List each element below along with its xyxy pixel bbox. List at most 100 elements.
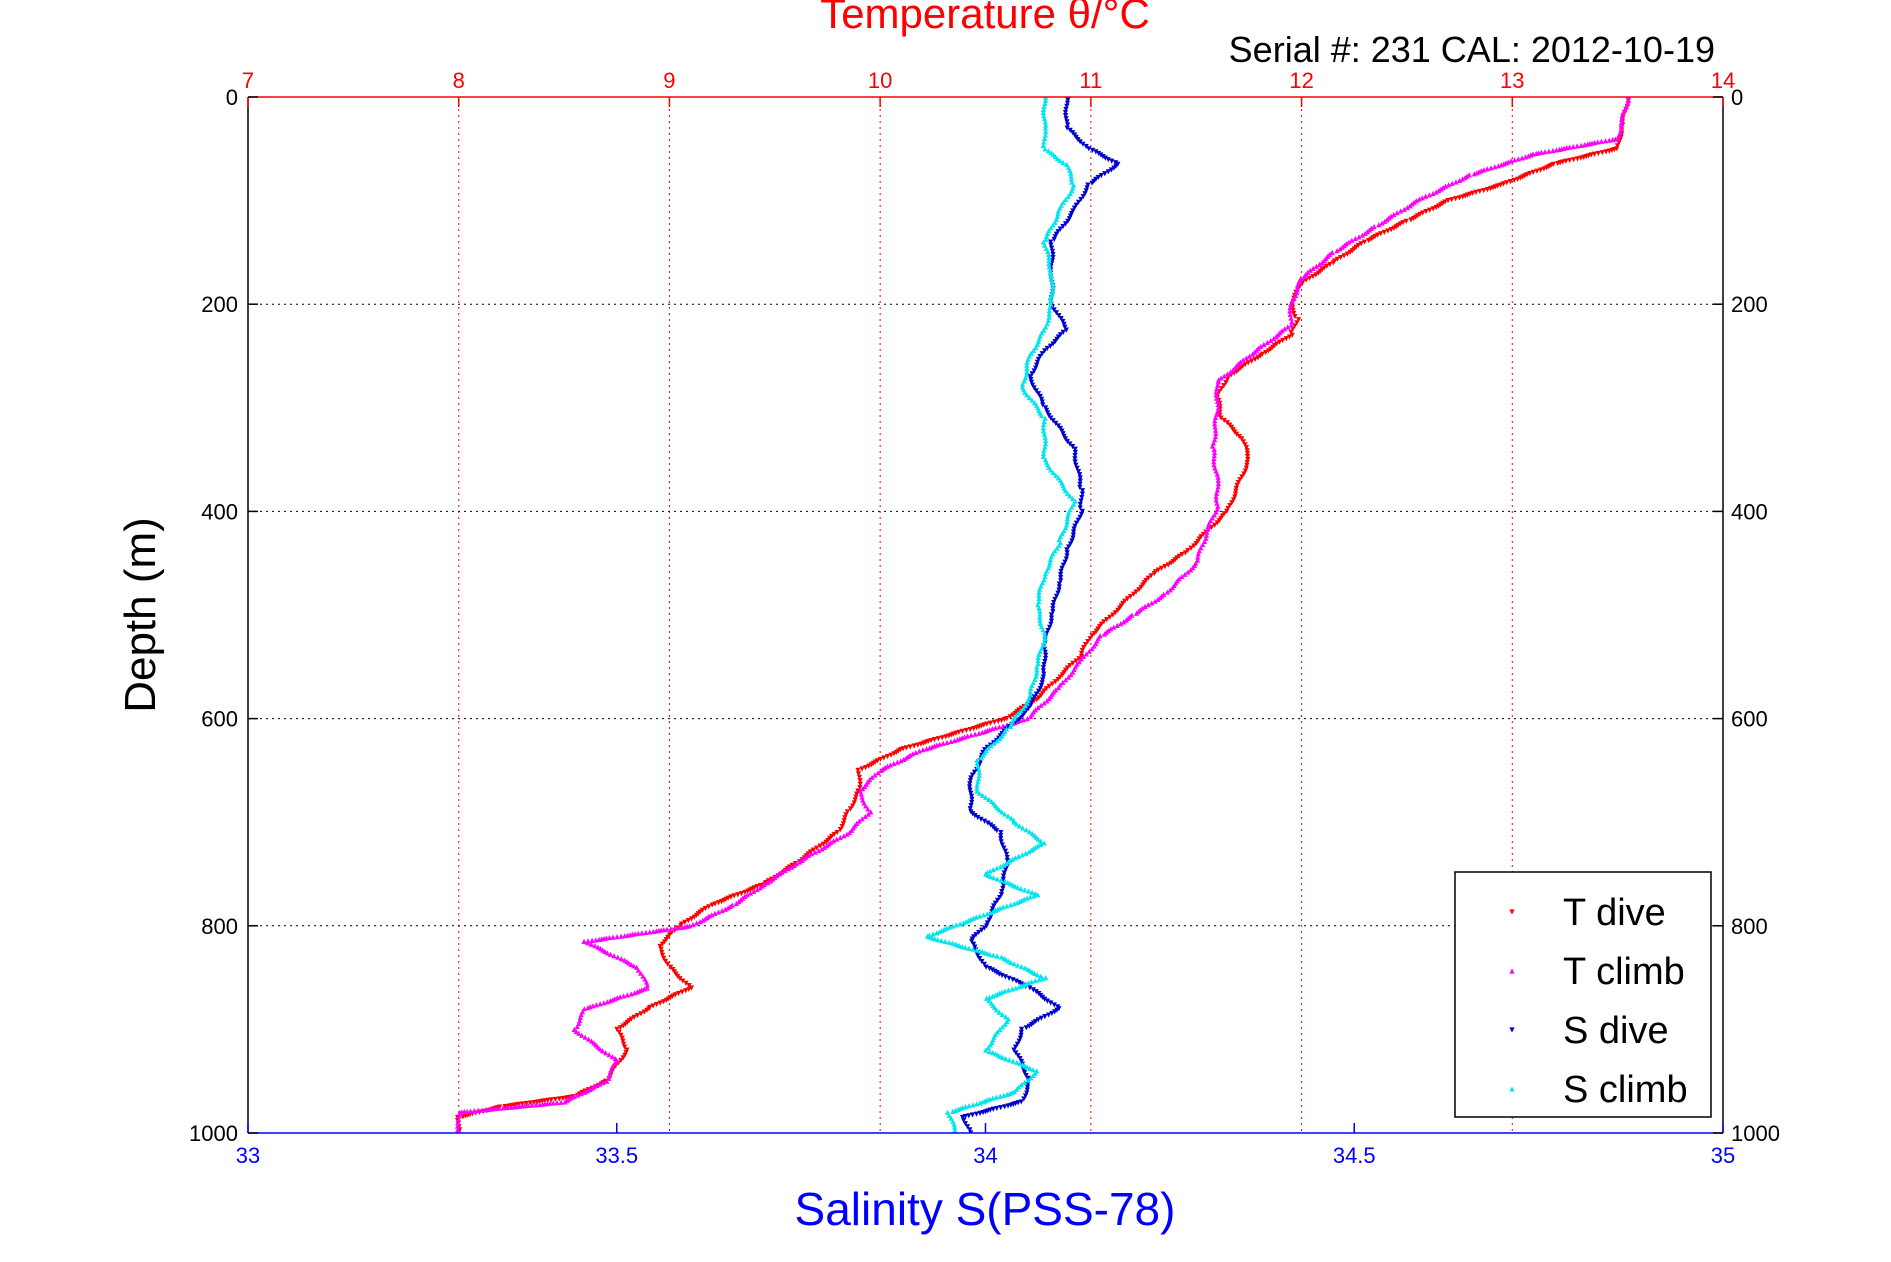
data-point: [1241, 471, 1247, 477]
data-point: [1046, 314, 1052, 320]
data-point: [820, 841, 826, 847]
data-point: [999, 842, 1005, 848]
data-point: [870, 760, 876, 767]
data-point: [1062, 109, 1069, 116]
data-point: [1077, 501, 1083, 508]
data-point: [1077, 505, 1083, 511]
data-point: [1358, 241, 1364, 247]
data-point: [969, 1112, 976, 1118]
data-point: [877, 756, 884, 762]
data-point: [1221, 417, 1227, 424]
data-point: [1055, 590, 1061, 596]
data-point: [1001, 870, 1007, 876]
data-point: [1618, 126, 1624, 132]
data-point: [1034, 697, 1040, 703]
data-point: [1017, 1035, 1024, 1041]
data-point: [502, 1104, 508, 1110]
data-point: [1212, 433, 1219, 440]
data-point: [1037, 608, 1043, 614]
data-point: [1013, 985, 1019, 991]
data-point: [1031, 368, 1037, 374]
data-point: [590, 1003, 596, 1009]
data-point: [1234, 431, 1240, 437]
data-point: [1243, 355, 1249, 361]
data-point: [993, 1094, 999, 1100]
data-point: [1019, 381, 1026, 387]
data-point: [1050, 282, 1056, 289]
data-point: [1006, 975, 1012, 981]
data-point: [1182, 571, 1188, 577]
data-point: [1111, 624, 1117, 630]
data-point: [683, 988, 689, 994]
data-point: [1603, 149, 1609, 155]
data-point: [1037, 611, 1043, 617]
data-point: [747, 890, 754, 896]
data-point: [600, 1079, 606, 1086]
data-point: [1273, 333, 1279, 340]
legend-items: T dive T climb S dive S climb: [1509, 892, 1688, 1111]
data-point: [1012, 710, 1018, 717]
data-point: [455, 1116, 462, 1122]
data-point: [973, 1111, 980, 1117]
data-point: [1000, 862, 1007, 868]
data-point: [1211, 446, 1217, 452]
data-point: [1043, 236, 1049, 242]
data-point: [699, 907, 706, 913]
data-point: [1016, 1084, 1022, 1090]
data-point: [1361, 239, 1368, 245]
data-point: [1488, 165, 1494, 171]
data-point: [1240, 357, 1246, 363]
data-point: [1420, 210, 1426, 216]
data-point: [1048, 270, 1054, 276]
data-point: [1063, 327, 1069, 333]
data-point: [1382, 218, 1388, 224]
data-point: [786, 864, 793, 870]
data-point: [1169, 585, 1176, 591]
data-point: [962, 1121, 968, 1127]
data-point: [1011, 901, 1017, 907]
data-point: [1133, 610, 1140, 616]
data-point: [1048, 467, 1054, 473]
data-point: [979, 958, 985, 965]
data-point: [1436, 187, 1442, 194]
data-point: [951, 1121, 957, 1127]
data-point: [1042, 1014, 1048, 1020]
legend-label: T dive: [1563, 892, 1666, 934]
data-point: [457, 1109, 463, 1115]
data-point: [1578, 142, 1584, 148]
data-point: [992, 725, 999, 731]
tick-label-depth-left: 200: [201, 292, 238, 317]
data-point: [1145, 602, 1151, 608]
data-point: [585, 1005, 591, 1011]
data-point: [1225, 505, 1231, 512]
data-point: [1047, 267, 1053, 273]
data-point: [1077, 139, 1083, 145]
data-point: [1033, 365, 1039, 371]
data-point: [1131, 591, 1137, 597]
data-point: [1073, 462, 1079, 468]
data-point: [1050, 222, 1056, 228]
data-point: [1030, 987, 1036, 993]
data-point: [888, 752, 894, 758]
data-point: [994, 828, 1000, 834]
data-point: [1436, 203, 1442, 209]
data-point: [1042, 444, 1048, 450]
data-point: [1359, 232, 1365, 238]
data-point: [757, 885, 763, 891]
data-point: [1249, 358, 1255, 364]
data-point: [862, 765, 869, 771]
data-point: [1015, 962, 1021, 968]
data-point: [1040, 421, 1047, 428]
data-point: [999, 1024, 1006, 1030]
data-point: [1038, 841, 1044, 847]
data-point: [1050, 603, 1056, 609]
data-point: [1397, 221, 1403, 227]
data-point: [668, 926, 674, 932]
data-point: [1033, 989, 1039, 995]
data-point: [1077, 472, 1083, 478]
data-point: [622, 1044, 628, 1050]
data-point: [765, 880, 771, 886]
data-point: [1118, 621, 1124, 627]
data-point: [860, 786, 866, 792]
data-point: [940, 740, 946, 746]
